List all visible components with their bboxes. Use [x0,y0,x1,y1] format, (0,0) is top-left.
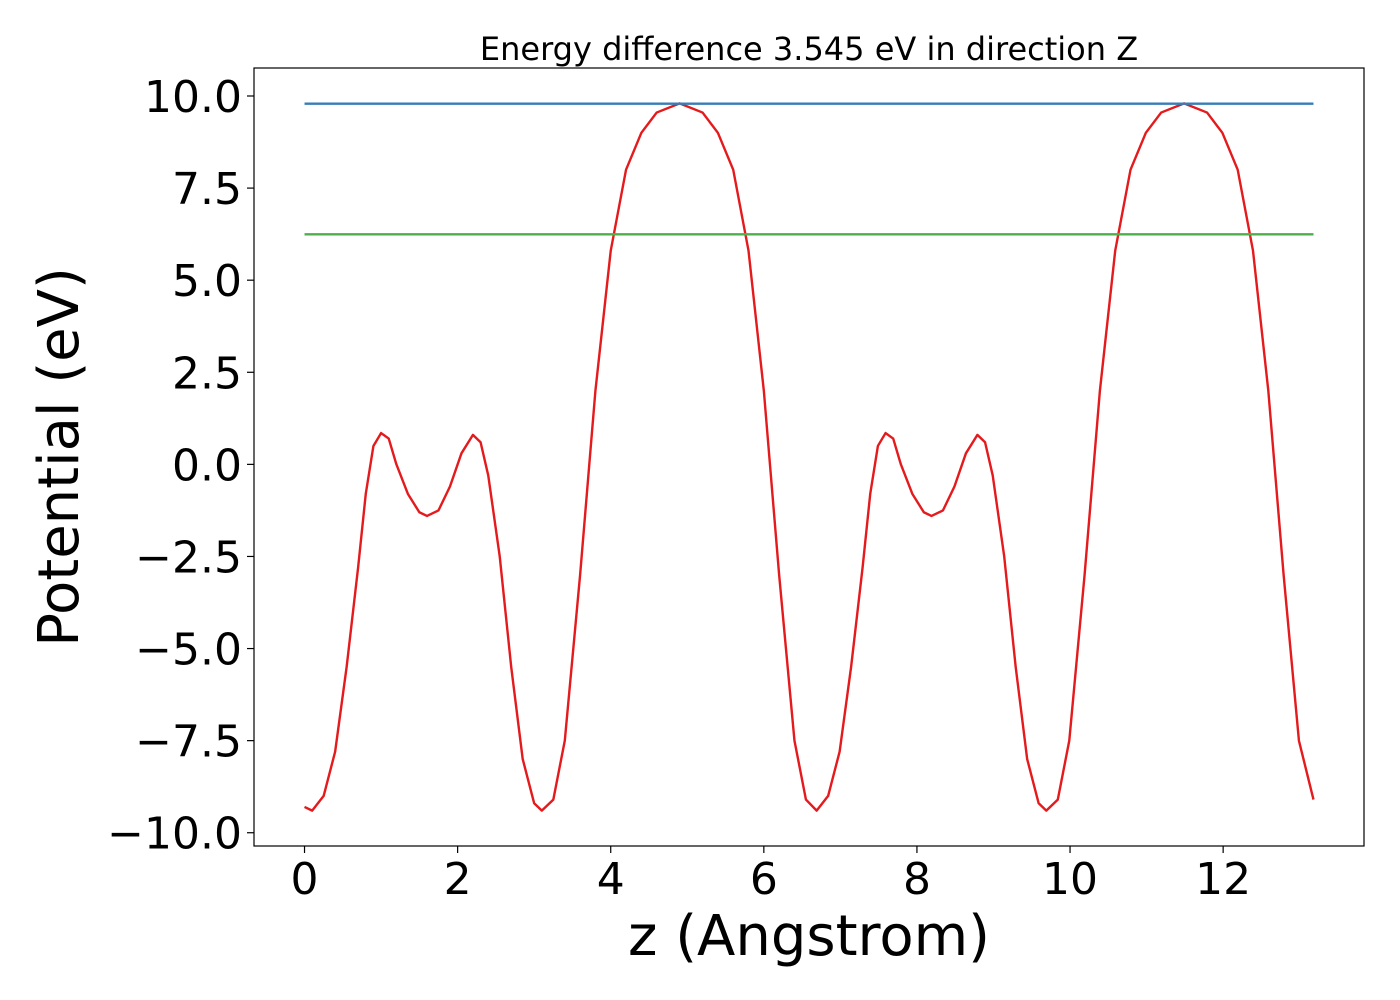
y-tick-label: −2.5 [135,532,242,583]
y-tick-label: −10.0 [107,809,242,860]
y-tick-label: 2.5 [172,348,242,399]
x-tick-label: 8 [903,854,931,905]
y-tick-label: 0.0 [172,440,242,491]
y-tick-label: −5.0 [135,625,242,676]
y-tick-label: 5.0 [172,256,242,307]
y-axis-label: Potential (eV) [27,267,92,647]
x-axis-label: z (Angstrom) [628,904,990,969]
x-tick-label: 12 [1195,854,1251,905]
x-tick-label: 0 [291,854,319,905]
y-tick-label: 10.0 [144,72,242,123]
chart-title: Energy difference 3.545 eV in direction … [480,30,1138,68]
x-tick-label: 2 [444,854,472,905]
y-tick-label: 7.5 [172,164,242,215]
line-series [303,102,1315,812]
x-tick-label: 6 [750,854,778,905]
x-tick-label: 10 [1042,854,1098,905]
plot-frame [253,67,1365,847]
y-tick-label: −7.5 [135,717,242,768]
x-tick-label: 4 [597,854,625,905]
